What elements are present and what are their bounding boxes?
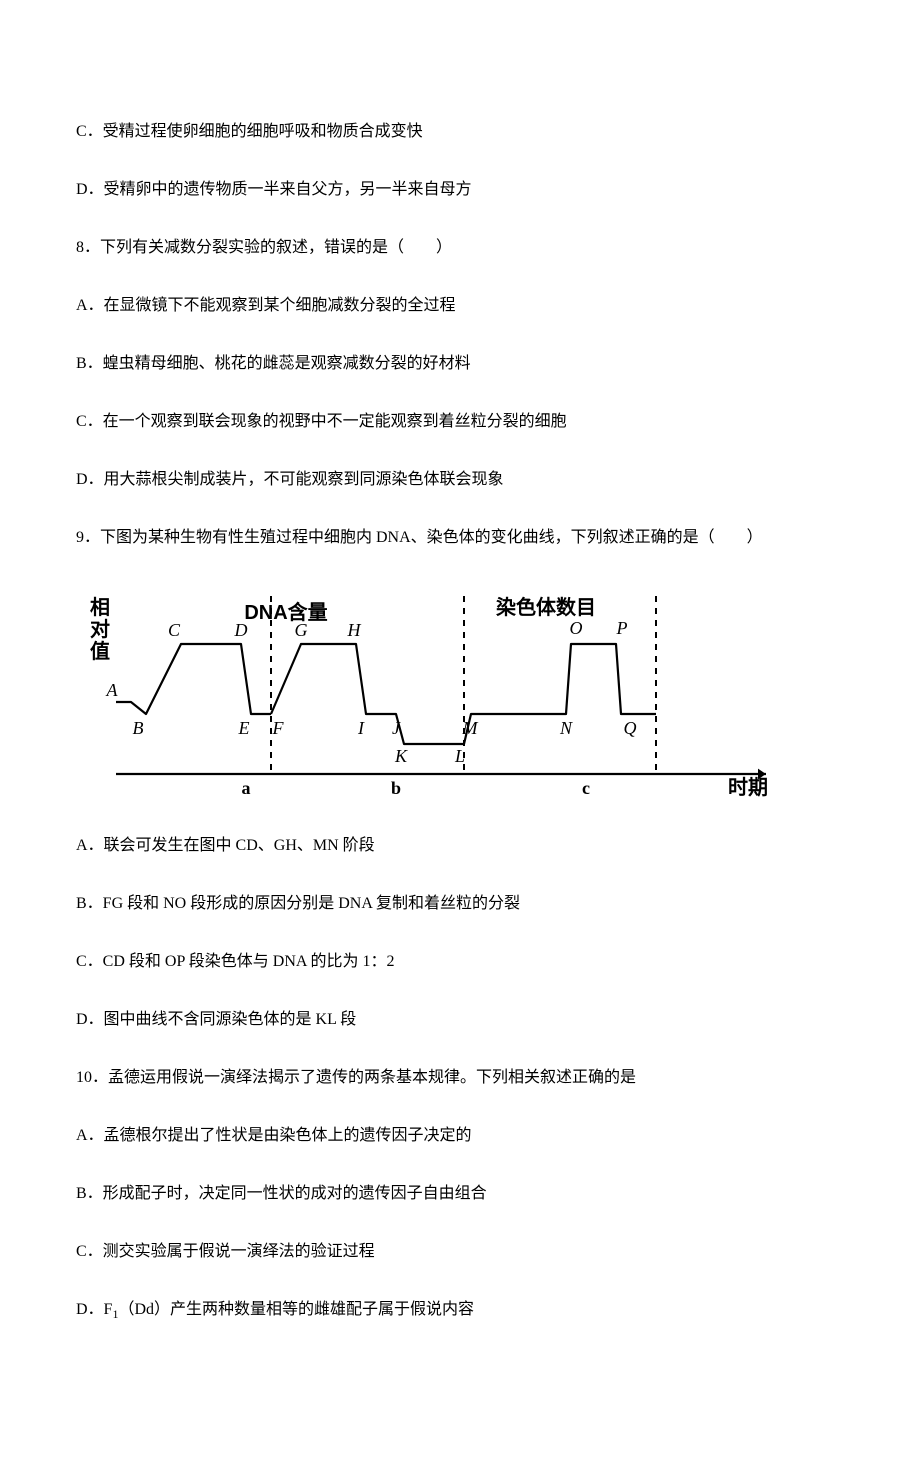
svg-text:G: G (295, 620, 308, 640)
q8-option-c: C．在一个观察到联会现象的视野中不一定能观察到着丝粒分裂的细胞 (76, 410, 844, 434)
q9-option-a: A．联会可发生在图中 CD、GH、MN 阶段 (76, 834, 844, 858)
svg-text:时期: 时期 (728, 776, 768, 799)
svg-text:P: P (616, 618, 628, 638)
svg-text:b: b (391, 778, 401, 798)
q8-option-d: D．用大蒜根尖制成装片，不可能观察到同源染色体联会现象 (76, 468, 844, 492)
q10-option-b: B．形成配子时，决定同一性状的成对的遗传因子自由组合 (76, 1182, 844, 1206)
q10-option-c: C．测交实验属于假说一演绎法的验证过程 (76, 1240, 844, 1264)
svg-text:a: a (242, 778, 251, 798)
q10d-prefix: D．F (76, 1301, 112, 1318)
svg-text:B: B (133, 718, 144, 738)
q10-option-a: A．孟德根尔提出了性状是由染色体上的遗传因子决定的 (76, 1124, 844, 1148)
q10d-suffix: （Dd）产生两种数量相等的雌雄配子属于假说内容 (118, 1301, 474, 1318)
question-10: 10．孟德运用假说一演绎法揭示了遗传的两条基本规律。下列相关叙述正确的是 (76, 1066, 844, 1090)
svg-text:相: 相 (90, 595, 110, 619)
option-c: C．受精过程使卵细胞的细胞呼吸和物质合成变快 (76, 120, 844, 144)
svg-text:O: O (570, 618, 583, 638)
svg-text:K: K (394, 746, 408, 766)
svg-text:I: I (357, 718, 365, 738)
dna-chromosome-chart: 相对值 DNA含量 染色体数目 AB C D E F G H I JK LM N O P Qa b c 时期 (76, 584, 844, 804)
chart-svg: 相对值 DNA含量 染色体数目 AB C D E F G H I JK LM N O P Qa b c 时期 (76, 584, 776, 804)
svg-text:DNA含量: DNA含量 (244, 600, 327, 624)
q9-option-d: D．图中曲线不含同源染色体的是 KL 段 (76, 1008, 844, 1032)
svg-text:C: C (168, 620, 181, 640)
question-8: 8．下列有关减数分裂实验的叙述，错误的是（ ） (76, 236, 844, 260)
q9-option-c: C．CD 段和 OP 段染色体与 DNA 的比为 1：2 (76, 950, 844, 974)
q9-option-b: B．FG 段和 NO 段形成的原因分别是 DNA 复制和着丝粒的分裂 (76, 892, 844, 916)
q8-option-a: A．在显微镜下不能观察到某个细胞减数分裂的全过程 (76, 294, 844, 318)
svg-text:A: A (106, 680, 119, 700)
svg-text:Q: Q (624, 718, 637, 738)
svg-text:对: 对 (90, 617, 110, 641)
svg-text:L: L (454, 746, 465, 766)
svg-text:值: 值 (90, 639, 110, 663)
svg-text:c: c (582, 778, 590, 798)
question-9: 9．下图为某种生物有性生殖过程中细胞内 DNA、染色体的变化曲线，下列叙述正确的… (76, 526, 844, 550)
svg-text:E: E (238, 718, 250, 738)
svg-text:H: H (347, 620, 362, 640)
svg-text:F: F (272, 718, 285, 738)
svg-text:D: D (234, 620, 248, 640)
svg-text:染色体数目: 染色体数目 (496, 595, 596, 619)
svg-text:M: M (462, 718, 479, 738)
svg-text:N: N (559, 718, 573, 738)
svg-text:J: J (392, 718, 401, 738)
q8-option-b: B．蝗虫精母细胞、桃花的雌蕊是观察减数分裂的好材料 (76, 352, 844, 376)
option-d: D．受精卵中的遗传物质一半来自父方，另一半来自母方 (76, 178, 844, 202)
